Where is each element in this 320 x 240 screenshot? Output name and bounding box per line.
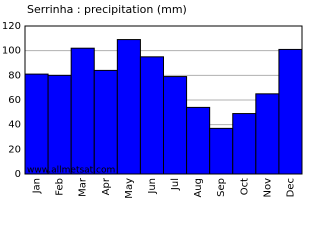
bar — [278, 48, 303, 175]
x-tick-label: Apr — [101, 177, 112, 195]
y-tick-label: 20 — [8, 144, 21, 155]
x-tick-label: Jul — [170, 178, 181, 191]
x-tick-label: Nov — [262, 178, 273, 198]
plot-border — [24, 25, 303, 175]
x-tick-label: May — [124, 178, 135, 199]
x-tick-label: Feb — [55, 178, 66, 196]
bar — [24, 73, 49, 175]
y-tick-label: 100 — [2, 46, 21, 57]
x-tick-label: Dec — [285, 178, 296, 197]
watermark: www.allmetsat.com — [27, 166, 115, 176]
y-tick-label: 40 — [8, 120, 21, 131]
bar — [232, 113, 257, 175]
bar — [255, 93, 280, 175]
bar — [186, 106, 211, 175]
bar — [139, 56, 165, 175]
x-tick-label: Aug — [193, 178, 204, 198]
x-tick-label: Mar — [78, 177, 89, 197]
bar — [47, 74, 72, 175]
bar — [93, 69, 118, 175]
x-tick-label: Oct — [239, 178, 250, 195]
bar — [70, 47, 95, 175]
bar — [116, 39, 141, 175]
chart-title: Serrinha : precipitation (mm) — [27, 3, 187, 16]
y-tick-label: 80 — [8, 70, 21, 81]
page: Serrinha : precipitation (mm) 0 20 40 60 80 1… — [1, 3, 303, 199]
y-tick-label: 60 — [8, 95, 21, 106]
bar — [163, 76, 188, 175]
x-tick-label: Jun — [147, 178, 158, 195]
chart: Serrinha : precipitation (mm) 0 20 40 60 80 1… — [1, 3, 303, 199]
y-tick-label: 0 — [15, 169, 21, 180]
y-tick-label: 120 — [2, 21, 21, 32]
x-tick-label: Sep — [216, 178, 227, 197]
bar — [209, 127, 234, 175]
x-tick-label: Jan — [32, 178, 43, 194]
